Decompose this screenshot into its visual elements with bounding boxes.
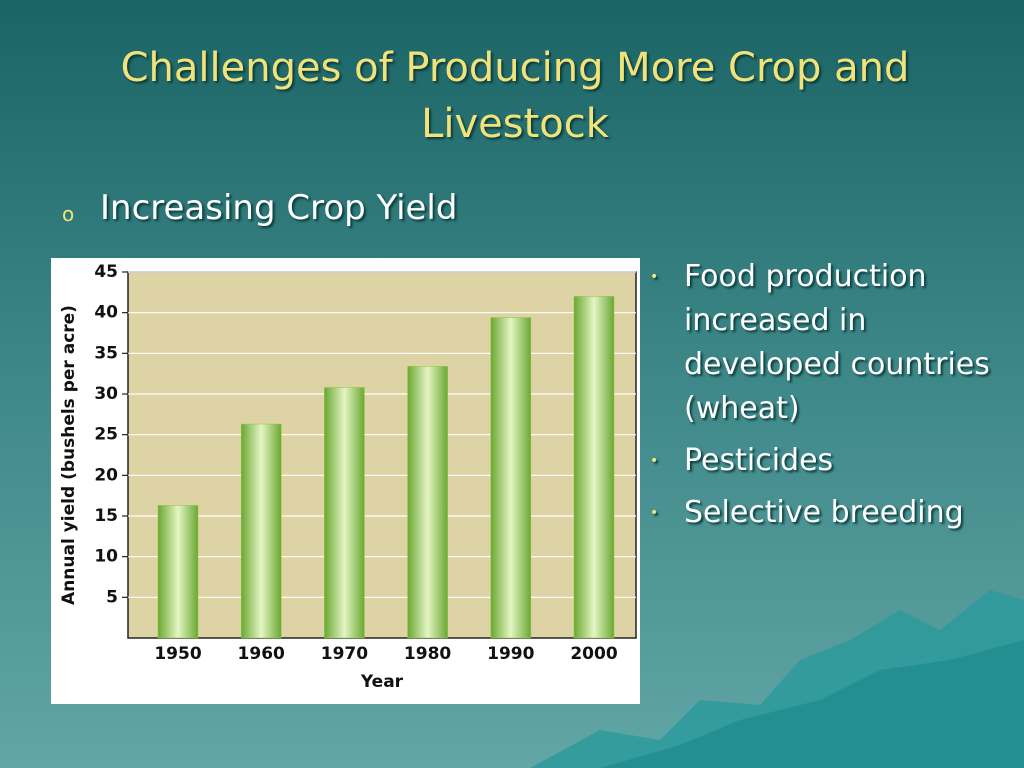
x-tick-label: 1990 (487, 644, 534, 664)
x-tick-label: 2000 (570, 644, 617, 664)
bar (573, 296, 615, 639)
x-tick-label: 1980 (404, 644, 451, 664)
x-tick-label: 1950 (154, 644, 201, 664)
slide-title: Challenges of Producing More Crop and Li… (120, 45, 910, 147)
x-tick-label: 1970 (321, 644, 368, 664)
y-axis-label: Annual yield (bushels per acre) (59, 305, 79, 605)
y-tick-label: 20 (94, 465, 118, 485)
y-tick-label: 25 (94, 425, 118, 445)
bullet: Food production increased in developed c… (650, 255, 1010, 431)
x-tick-label: 1960 (238, 644, 285, 664)
bar (240, 423, 282, 639)
y-tick-label: 15 (94, 506, 118, 526)
y-tick-label: 45 (94, 262, 118, 282)
bullet: Pesticides (650, 439, 1010, 483)
plot-area (127, 271, 637, 639)
bar (157, 505, 199, 639)
y-tick-label: 35 (94, 343, 118, 363)
bar (407, 366, 448, 639)
bar (490, 317, 532, 639)
bar (324, 387, 365, 639)
y-tick-label: 40 (94, 303, 118, 323)
chart: Year Annual yield (bushels per acre) 5 10… (59, 262, 637, 692)
heading: Increasing Crop Yield (100, 188, 458, 228)
y-tick-label: 5 (106, 587, 118, 607)
x-axis-label: Year (360, 672, 404, 692)
bullet-list: Food production increased in developed c… (650, 255, 1010, 543)
chart-panel: Year Annual yield (bushels per acre) 5 10… (51, 258, 640, 704)
bullet-marker: o (62, 202, 75, 226)
bullet: Selective breeding (650, 491, 1010, 535)
y-tick-label: 10 (94, 547, 118, 567)
y-tick-label: 30 (94, 384, 118, 404)
